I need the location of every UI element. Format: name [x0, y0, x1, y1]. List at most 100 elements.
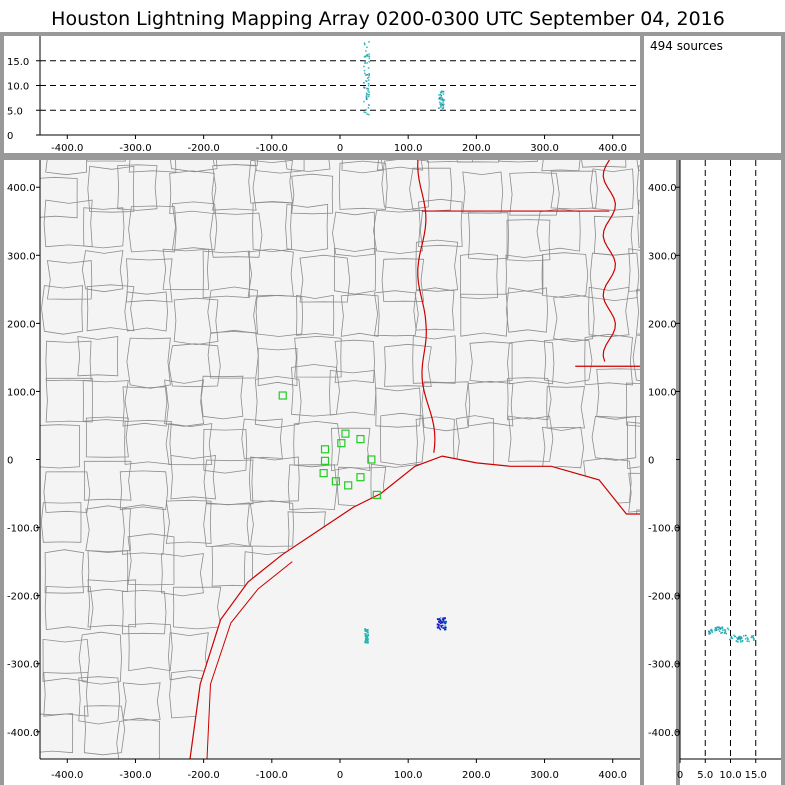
plan-source-point	[366, 630, 369, 632]
county-outline	[628, 248, 640, 292]
county-outline	[589, 252, 640, 302]
altitude-y-source-point	[725, 632, 728, 635]
altitude-x-xtick-label: -200.0	[188, 143, 220, 154]
altitude-y-source-point	[710, 628, 713, 631]
altitude-y-source-point	[708, 632, 711, 634]
altitude-y-source-point	[718, 627, 721, 630]
plan-source-point	[365, 639, 367, 641]
plan-ytick-label: 0	[7, 456, 13, 467]
altitude-x-source-point	[440, 94, 443, 97]
plan-source-point	[444, 628, 446, 631]
altitude-x-source-point	[365, 92, 368, 94]
county-outline	[589, 168, 635, 211]
county-outline	[126, 337, 171, 389]
altitude-y-ytick-label: -200.0	[648, 592, 680, 603]
state-borders-and-coastline	[189, 160, 640, 759]
county-outline	[169, 160, 218, 173]
county-outline	[374, 290, 419, 337]
plan-ytick-label: 200.0	[7, 319, 36, 330]
altitude-x-source-point	[442, 93, 445, 95]
county-outline	[334, 339, 375, 383]
altitude-x-source-point	[367, 88, 370, 90]
altitude-y-source-point	[736, 637, 738, 639]
altitude-x-source-point	[364, 62, 366, 64]
county-outline	[200, 375, 244, 420]
plan-source-point	[438, 618, 440, 621]
alty-y-label-strip	[644, 160, 676, 785]
altitude-y-ytick-label: -100.0	[648, 524, 680, 535]
altitude-y-source-point	[715, 628, 717, 630]
altitude-y-source-point	[741, 639, 744, 642]
altitude-x-source-point	[441, 90, 443, 93]
altitude-x-source-point	[439, 97, 441, 100]
county-outline	[468, 212, 509, 261]
county-outline	[203, 502, 250, 547]
county-outline	[541, 252, 589, 299]
altitude-x-source-point	[439, 93, 442, 96]
plan-ytick-label: -200.0	[7, 592, 39, 603]
altitude-y-source-point	[727, 628, 730, 631]
county-outline	[550, 170, 598, 210]
altitude-y-source-point	[750, 636, 753, 639]
altitude-x-source-point	[363, 100, 365, 103]
county-outline	[83, 460, 132, 501]
plan-source-point	[364, 635, 367, 637]
county-outline	[509, 172, 560, 216]
altitude-y-source-point	[714, 629, 716, 632]
altitude-x-source-point	[442, 107, 444, 109]
county-outline	[596, 368, 640, 418]
altitude-x-source-point	[438, 96, 441, 99]
county-outline	[128, 205, 177, 253]
county-outline	[42, 638, 90, 682]
plan-xtick-label: -400.0	[51, 770, 83, 781]
altitude-y-source-point	[717, 626, 719, 628]
plan-source-point	[436, 625, 439, 627]
altitude-x-ytick-label: 0	[7, 131, 13, 142]
plan-source-point	[442, 627, 445, 629]
county-outline	[40, 713, 74, 754]
county-outline	[460, 293, 508, 337]
altitude-x-source-point	[368, 91, 370, 93]
plan-source-point	[365, 630, 367, 632]
altitude-x-ytick-label: 5.0	[7, 106, 23, 117]
plan-source-point	[436, 618, 439, 620]
plan-source-point	[438, 621, 440, 624]
county-outline	[460, 252, 499, 299]
altitude-x-xtick-label: 400.0	[598, 143, 627, 154]
altitude-y-source-point	[717, 628, 720, 631]
plan-source-point	[367, 633, 369, 636]
county-outline	[632, 334, 640, 382]
frame-bar	[781, 32, 785, 785]
altitude-x-source-point	[368, 57, 371, 60]
plan-source-point	[442, 621, 444, 623]
county-outline	[124, 419, 172, 465]
plan-xtick-label: 100.0	[394, 770, 423, 781]
plan-ytick-label: -400.0	[7, 728, 39, 739]
altitude-x-source-point	[368, 72, 370, 75]
county-outline	[116, 717, 160, 759]
altitude-y-source-point	[746, 636, 749, 639]
frame-bar	[640, 153, 644, 785]
altitude-x-source-point	[443, 99, 446, 101]
altitude-y-source-point	[724, 630, 727, 633]
altitude-x-xtick-label: 200.0	[462, 143, 491, 154]
plan-source-point	[445, 628, 447, 631]
altitude-y-source-point	[726, 627, 729, 629]
plan-source-point	[367, 634, 369, 637]
county-outline	[541, 160, 581, 172]
county-outline	[248, 160, 293, 204]
county-outline	[168, 632, 209, 681]
altitude-y-source-point	[719, 628, 722, 630]
plan-source-point	[444, 625, 446, 627]
altitude-y-source-point	[718, 630, 721, 632]
mississippi-river-border	[602, 160, 617, 362]
county-outline	[165, 423, 213, 466]
county-outline	[121, 590, 167, 635]
altitude-x-source-point	[367, 84, 370, 87]
altitude-x-source-point	[367, 82, 370, 85]
plan-source-point	[365, 629, 367, 631]
county-outline	[254, 160, 305, 174]
altitude-y-source-point	[752, 637, 755, 639]
plan-ytick-label: 100.0	[7, 387, 36, 398]
county-outline	[128, 623, 173, 672]
